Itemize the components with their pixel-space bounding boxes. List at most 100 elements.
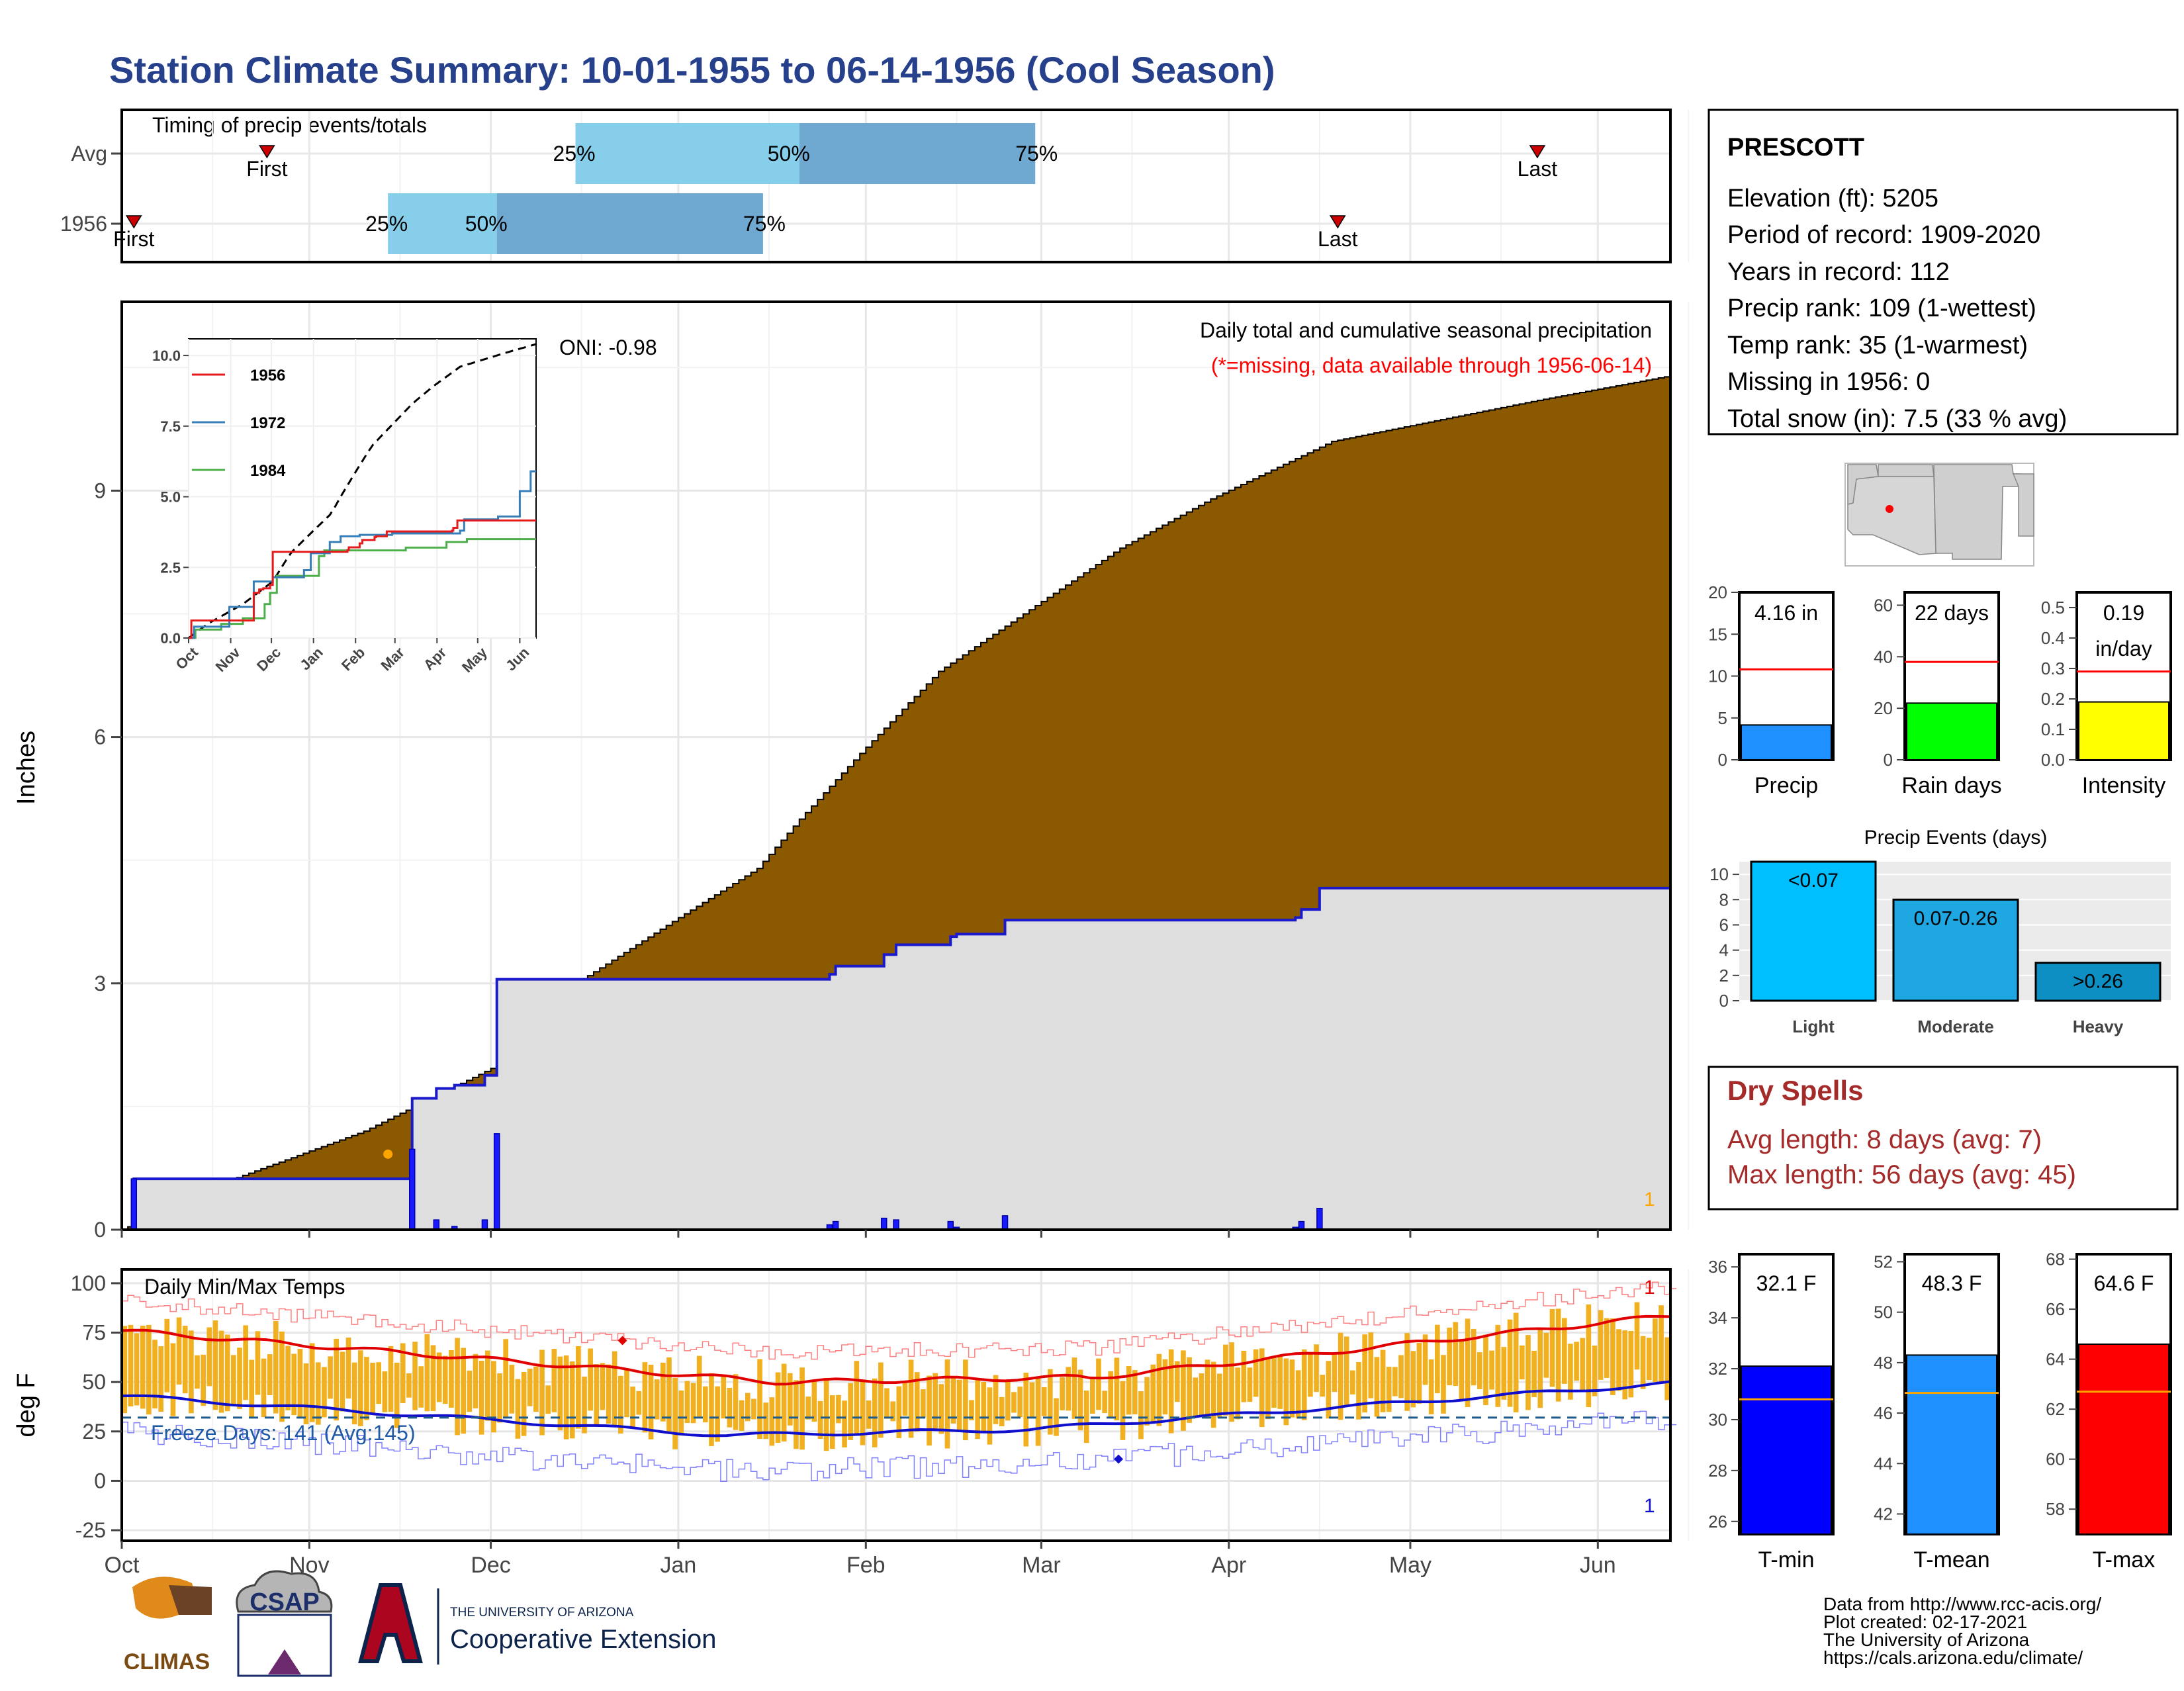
daily-temp-bar (1580, 1338, 1585, 1392)
dry-line2: Max length: 56 days (avg: 45) (1727, 1160, 2076, 1189)
daily-temp-bar (503, 1339, 508, 1418)
page-title: Station Climate Summary: 10-01-1955 to 0… (109, 49, 1275, 91)
daily-temp-bar (322, 1367, 327, 1417)
daily-temp-bar (1023, 1373, 1028, 1446)
daily-temp-bar (1253, 1349, 1259, 1397)
daily-precip-bar (131, 1179, 136, 1230)
station-marker (1886, 505, 1893, 513)
daily-temp-bar (884, 1388, 889, 1418)
daily-temp-bar (987, 1387, 993, 1444)
daily-temp-bar (1096, 1359, 1101, 1410)
daily-temp-bar (1320, 1375, 1325, 1396)
daily-temp-bar (539, 1349, 545, 1435)
timing-bar-q1 (576, 123, 799, 184)
station-line: Missing in 1956: 0 (1727, 368, 1930, 396)
daily-temp-bar (1429, 1359, 1434, 1414)
daily-temp-bar (249, 1360, 254, 1418)
dry-spells-panel: Dry Spells Avg length: 8 days (avg: 7) M… (1709, 1067, 2177, 1209)
daily-temp-bar (999, 1397, 1005, 1426)
daily-temp-bar (903, 1383, 908, 1416)
daily-temp-bar (830, 1395, 835, 1449)
temp-gauge-tick-label: 34 (1708, 1308, 1727, 1328)
daily-temp-bar (1489, 1351, 1494, 1390)
daily-precip-bar (1317, 1209, 1322, 1230)
temp-gauge-tick-label: 30 (1708, 1410, 1727, 1430)
missing-annotation: (*=missing, data available through 1956-… (1211, 353, 1652, 377)
temp-corner-top: 1 (1644, 1277, 1655, 1299)
daily-temp-bar (606, 1365, 612, 1424)
daily-temp-bar (933, 1373, 938, 1431)
daily-temp-bar (1356, 1362, 1361, 1420)
events-tick-label: 10 (1709, 864, 1729, 884)
daily-temp-bar (1520, 1346, 1525, 1379)
inset-ytick-label: 0.0 (160, 630, 181, 647)
daily-temp-bar (872, 1379, 878, 1447)
events-tick-label: 0 (1719, 991, 1729, 1011)
timing-p25: 25% (553, 142, 596, 165)
daily-temp-bar (1120, 1381, 1126, 1440)
daily-temp-bar (425, 1334, 430, 1411)
daily-precip-bar (893, 1220, 899, 1230)
timing-bar-q2 (799, 123, 1035, 184)
temp-gauge-bar (1907, 1355, 1997, 1534)
temp-ytick-label: 75 (82, 1321, 106, 1345)
month-label: Apr (1211, 1553, 1246, 1578)
daily-temp-bar (1030, 1383, 1035, 1418)
temp-gauge-label: T-max (2093, 1547, 2155, 1573)
daily-temp-bar (824, 1378, 829, 1451)
temp-gauge-bar (2079, 1344, 2169, 1534)
daily-temp-bar (219, 1331, 224, 1413)
daily-temp-bar (703, 1387, 708, 1422)
daily-temp-bar (1078, 1370, 1083, 1431)
daily-temp-bar (1574, 1342, 1579, 1381)
daily-temp-bar (757, 1359, 762, 1439)
daily-temp-bar (1641, 1336, 1646, 1389)
daily-temp-bar (963, 1359, 968, 1440)
timing-row-label: Avg (71, 142, 107, 165)
daily-temp-bar (412, 1342, 418, 1410)
daily-temp-bar (1011, 1392, 1017, 1412)
oni-label: ONI: -0.98 (559, 336, 657, 359)
daily-temp-bar (467, 1371, 473, 1412)
daily-temp-bar (195, 1355, 200, 1389)
daily-temp-bar (649, 1365, 654, 1440)
daily-temp-bar (660, 1363, 666, 1422)
temp-gauge-label: T-mean (1913, 1547, 1989, 1573)
daily-temp-bar (1302, 1349, 1307, 1420)
daily-temp-bar (1199, 1373, 1205, 1417)
inset-legend-label: 1956 (250, 367, 285, 385)
daily-temp-bar (1284, 1358, 1289, 1425)
daily-temp-bar (340, 1351, 345, 1411)
daily-temp-bar (1362, 1334, 1367, 1412)
daily-temp-bar (243, 1326, 248, 1400)
daily-temp-bar (533, 1367, 539, 1412)
daily-temp-bar (304, 1363, 309, 1424)
daily-temp-bar (1090, 1377, 1095, 1414)
daily-temp-bar (739, 1400, 745, 1431)
daily-temp-bar (1344, 1336, 1349, 1406)
dry-title: Dry Spells (1727, 1075, 1863, 1106)
daily-temp-bar (975, 1379, 980, 1439)
timing-p50: 50% (465, 212, 508, 236)
gauge-label: Intensity (2082, 773, 2166, 798)
daily-precip-bar (1003, 1216, 1008, 1230)
daily-temp-bar (388, 1346, 394, 1412)
daily-temp-bar (491, 1361, 496, 1432)
daily-temp-bar (437, 1352, 442, 1402)
daily-temp-bar (1332, 1355, 1338, 1392)
gauge-tick-label: 20 (1874, 698, 1893, 718)
daily-temp-bar (909, 1360, 914, 1438)
events-tick-label: 8 (1719, 890, 1729, 909)
gauge-bar (2079, 702, 2169, 760)
daily-temp-bar (1368, 1332, 1373, 1398)
daily-temp-bar (1610, 1318, 1615, 1395)
daily-temp-bar (794, 1380, 799, 1449)
events-tick-label: 4 (1719, 940, 1729, 960)
daily-temp-bar (213, 1320, 218, 1410)
daily-temp-bar (799, 1367, 805, 1449)
daily-temp-bar (1265, 1357, 1271, 1419)
freeze-days-label: Freeze Days: 141 (Avg:145) (151, 1421, 416, 1445)
temp-gauge-tick-label: 48 (1874, 1353, 1893, 1373)
